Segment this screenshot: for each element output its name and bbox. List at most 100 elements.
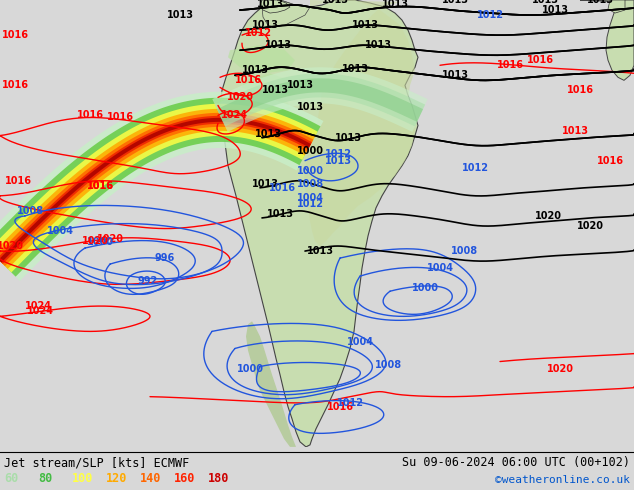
Text: 1020: 1020 [547,364,574,373]
Polygon shape [246,321,296,447]
Text: 1008: 1008 [375,360,401,369]
Text: 1008: 1008 [16,206,44,216]
Text: 160: 160 [174,472,195,485]
Polygon shape [220,0,418,447]
Text: 1016: 1016 [269,183,295,193]
Text: 1013: 1013 [257,0,283,9]
Polygon shape [0,118,311,263]
Text: 100: 100 [72,472,93,485]
Text: 1000: 1000 [86,237,113,247]
Text: 1016: 1016 [496,60,524,70]
Text: 1013: 1013 [335,133,361,143]
Text: 1004: 1004 [46,226,74,236]
Polygon shape [215,74,425,126]
Text: 1013: 1013 [297,102,323,112]
Text: 1013: 1013 [264,40,292,50]
Polygon shape [608,0,625,13]
Polygon shape [217,78,423,122]
Text: 1004: 1004 [297,193,323,203]
Text: 1013: 1013 [562,125,588,136]
Text: 1013: 1013 [441,0,469,5]
Text: ©weatheronline.co.uk: ©weatheronline.co.uk [495,475,630,485]
Text: 1016: 1016 [86,181,113,191]
Text: 1020: 1020 [534,211,562,221]
Text: 1016: 1016 [1,30,29,40]
Text: 1013: 1013 [287,80,313,90]
Text: 1013: 1013 [586,0,614,5]
Text: 1016: 1016 [86,181,113,191]
Polygon shape [228,45,295,74]
Text: 1013: 1013 [325,156,351,166]
Text: 1013: 1013 [441,71,469,80]
Text: 60: 60 [4,472,18,485]
Polygon shape [0,104,318,272]
Polygon shape [212,67,428,132]
Text: 1016: 1016 [107,113,134,122]
Text: 1013: 1013 [365,40,392,50]
Polygon shape [0,116,312,264]
Text: 1016: 1016 [526,55,553,65]
Text: 1020: 1020 [226,93,254,102]
Text: 1008: 1008 [297,179,323,189]
Text: 1013: 1013 [266,209,294,219]
Text: 1016: 1016 [1,80,29,90]
Text: 1024: 1024 [27,306,53,317]
Text: 1013: 1013 [321,0,349,5]
Text: 1013: 1013 [254,128,281,139]
Text: 1024: 1024 [221,110,247,121]
Text: 140: 140 [140,472,162,485]
Text: 1012: 1012 [325,148,351,159]
Text: 1000: 1000 [297,166,323,176]
Text: 1008: 1008 [451,246,479,256]
Text: 1012: 1012 [297,199,323,209]
Text: 1013: 1013 [242,65,269,75]
Text: 80: 80 [38,472,52,485]
Text: 1016: 1016 [597,156,623,166]
Text: 1016: 1016 [327,402,354,412]
Text: 1013: 1013 [252,179,278,189]
Polygon shape [0,92,323,281]
Text: 1004: 1004 [347,338,373,347]
Text: 1020: 1020 [96,234,124,244]
Text: 992: 992 [138,276,158,286]
Text: 1013: 1013 [382,0,408,9]
Polygon shape [0,113,313,266]
Text: 1013: 1013 [531,0,559,5]
Text: 180: 180 [208,472,230,485]
Text: 1020: 1020 [0,241,23,251]
Text: 1016: 1016 [235,75,261,85]
Text: 1013: 1013 [167,10,193,20]
Text: 1020: 1020 [82,236,108,246]
Text: 996: 996 [155,253,175,263]
Text: 120: 120 [106,472,127,485]
Text: 1016: 1016 [567,85,593,96]
Polygon shape [242,74,295,98]
Text: 1016: 1016 [77,110,103,121]
Text: 1013: 1013 [306,246,333,256]
Text: 1013: 1013 [261,85,288,96]
Text: 1013: 1013 [342,64,368,74]
Polygon shape [0,109,315,269]
Polygon shape [0,98,321,277]
Text: Su 09-06-2024 06:00 UTC (00+102): Su 09-06-2024 06:00 UTC (00+102) [402,456,630,469]
Text: 1012: 1012 [477,10,503,20]
Polygon shape [248,96,290,118]
Text: Jet stream/SLP [kts] ECMWF: Jet stream/SLP [kts] ECMWF [4,456,190,469]
Text: 1000: 1000 [297,146,323,156]
Text: 1012: 1012 [245,28,271,38]
Text: 1000: 1000 [411,283,439,293]
Text: 1020: 1020 [576,221,604,231]
Text: 1024: 1024 [25,301,51,311]
Polygon shape [254,120,292,138]
Polygon shape [580,0,634,80]
Text: 1013: 1013 [541,5,569,15]
Text: 1016: 1016 [4,176,32,186]
Polygon shape [260,0,290,13]
Text: 1000: 1000 [236,364,264,373]
Polygon shape [304,0,415,246]
Polygon shape [262,0,310,27]
Text: 1004: 1004 [427,263,453,273]
Text: 1013: 1013 [351,20,378,30]
Text: 1012: 1012 [462,163,489,172]
Text: 1013: 1013 [252,20,278,30]
